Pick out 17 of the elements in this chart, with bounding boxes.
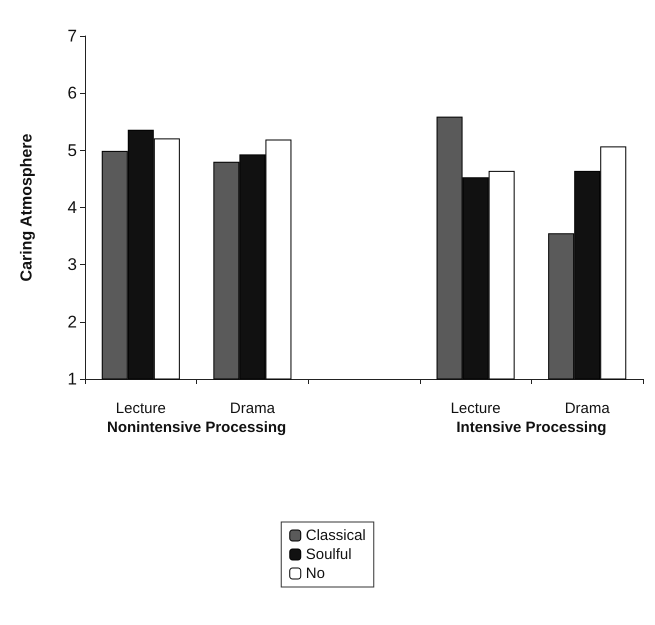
x-tick-label: Lecture bbox=[450, 400, 501, 417]
y-tick-label: 5 bbox=[68, 140, 77, 160]
legend-label: Classical bbox=[306, 527, 366, 544]
x-tick-label: Lecture bbox=[116, 400, 166, 417]
y-tick-label: 6 bbox=[68, 84, 77, 103]
x-tick-label: Drama bbox=[564, 400, 610, 417]
y-tick-label: 1 bbox=[68, 370, 77, 388]
y-tick-label: 7 bbox=[68, 26, 77, 46]
y-tick-label: 4 bbox=[68, 198, 77, 217]
legend-label: No bbox=[306, 565, 325, 582]
y-tick-label: 2 bbox=[68, 312, 77, 332]
y-axis-title: Caring Atmosphere bbox=[18, 133, 36, 282]
text: Nonintensive Processing bbox=[106, 419, 286, 436]
x-tick-label: Drama bbox=[230, 400, 276, 417]
y-tick-label: 3 bbox=[68, 255, 77, 274]
legend-label: Soulful bbox=[306, 546, 352, 563]
text: Intensive Processing bbox=[456, 419, 606, 436]
